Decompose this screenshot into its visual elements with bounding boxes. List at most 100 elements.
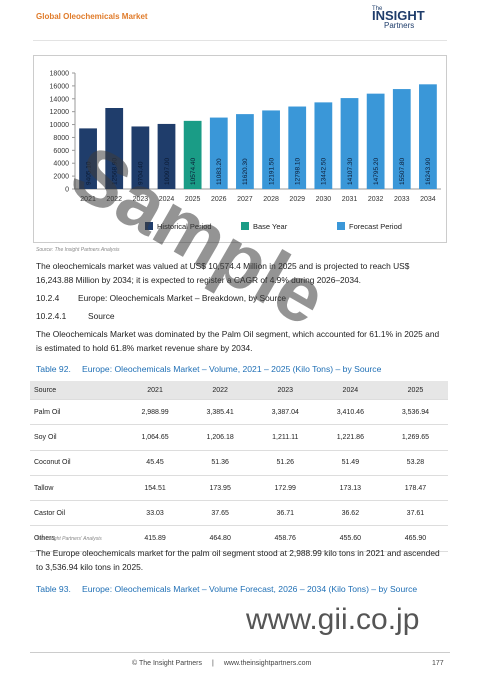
table-cell: 53.28 <box>382 450 448 476</box>
table-cell: 173.13 <box>317 475 383 502</box>
table-row: Castor Oil 33.03 37.65 36.71 36.62 37.61 <box>30 500 448 527</box>
table-cell: 37.65 <box>187 500 253 527</box>
table-cell: 458.76 <box>252 525 318 552</box>
x-tick-label: 2030 <box>316 196 332 203</box>
table-cell: 2023 <box>252 381 318 400</box>
table-cell: 3,410.46 <box>317 399 383 426</box>
logo-top: The <box>372 6 383 12</box>
table-cell: Tallow <box>30 475 123 502</box>
table-cell: 154.51 <box>122 475 188 502</box>
table-number: Table 93. <box>36 584 71 594</box>
value-label: 14107.30 <box>347 158 354 185</box>
table-cell: 464.80 <box>187 525 253 552</box>
table-cell: 415.89 <box>122 525 188 552</box>
table-caption: Europe: Oleochemicals Market – Volume Fo… <box>82 584 418 594</box>
bar <box>288 106 307 189</box>
footer-rule <box>30 652 450 653</box>
table-cell: 1,064.65 <box>122 424 188 451</box>
value-label: 14795.20 <box>373 158 380 185</box>
table-cell: 2021 <box>122 381 188 400</box>
table-cell: Others <box>30 525 123 552</box>
table-cell: 2025 <box>382 381 448 400</box>
footer-copyright: © The Insight Partners <box>132 660 203 667</box>
table-row: Source 2021 2022 2023 2024 2025 <box>30 381 448 400</box>
legend-swatch <box>145 222 153 230</box>
logo-bottom: Partners <box>384 21 415 30</box>
table-cell: 2024 <box>317 381 383 400</box>
table-cell: 3,385.41 <box>187 399 253 426</box>
value-label: 11620.30 <box>242 158 249 185</box>
y-tick-label: 4000 <box>53 161 69 168</box>
section-title: Europe: Oleochemicals Market – Breakdown… <box>78 293 287 303</box>
y-tick-label: 0 <box>65 187 69 194</box>
subsection-number: 10.2.4.1 <box>36 311 67 321</box>
x-tick-label: 2029 <box>289 196 305 203</box>
y-tick-label: 8000 <box>53 135 69 142</box>
bar <box>79 128 97 189</box>
watermark-site: www.gii.co.jp <box>246 603 420 636</box>
paragraph: The oleochemicals market was valued at U… <box>36 261 410 285</box>
footer-separator: | <box>212 660 214 667</box>
table-cell: 36.62 <box>317 500 383 527</box>
x-tick-label: 2026 <box>211 196 227 203</box>
table-cell: 3,387.04 <box>252 399 318 426</box>
bar <box>236 114 254 189</box>
value-label: 10574.40 <box>190 158 197 185</box>
y-tick-label: 2000 <box>53 174 69 181</box>
bar <box>105 108 124 189</box>
x-tick-label: 2023 <box>133 196 149 203</box>
value-label: 13442.50 <box>321 158 328 185</box>
bar <box>392 89 411 189</box>
paragraph: The Europe oleochemicals market for the … <box>36 548 440 572</box>
y-tick-label: 14000 <box>50 96 70 103</box>
table-cell: 3,536.94 <box>382 399 448 426</box>
table-row: Soy Oil 1,064.65 1,206.18 1,211.11 1,221.86 1… <box>30 424 448 451</box>
value-label: 12191.50 <box>268 158 275 185</box>
x-tick-label: 2028 <box>263 196 279 203</box>
table-cell: Castor Oil <box>30 500 123 527</box>
logo-main: INSIGHT <box>372 8 425 23</box>
table-number: Table 92. <box>36 364 71 374</box>
x-tick-label: 2021 <box>80 196 96 203</box>
bar <box>262 110 280 189</box>
table-cell: 2,988.99 <box>122 399 188 426</box>
y-tick-label: 6000 <box>53 148 69 155</box>
table-cell: Coconut Oil <box>30 450 123 476</box>
table-cell: 1,221.86 <box>317 424 383 451</box>
x-tick-label: 2025 <box>185 196 201 203</box>
table-cell: 33.03 <box>122 500 188 527</box>
table-cell: 2022 <box>187 381 253 400</box>
table-cell: 178.47 <box>382 475 448 502</box>
value-label: 9704.40 <box>138 161 145 185</box>
paragraph: The Oleochemicals Market was dominated b… <box>36 329 440 353</box>
table-cell: 465.90 <box>382 525 448 552</box>
x-tick-label: 2031 <box>342 196 358 203</box>
value-label: 10097.00 <box>164 158 171 185</box>
bar <box>209 117 228 189</box>
subsection-title: Source <box>88 311 115 321</box>
x-tick-label: 2027 <box>237 196 253 203</box>
legend-swatch <box>241 222 249 230</box>
x-tick-label: 2024 <box>159 196 175 203</box>
logo: The INSIGHT Partners <box>372 6 452 30</box>
legend-label: Base Year <box>253 222 288 231</box>
table-cell: Palm Oil <box>30 399 123 426</box>
value-label: 12798.10 <box>295 158 302 185</box>
legend-label: Forecast Period <box>349 222 402 231</box>
footer: © The Insight Partners | www.theinsightp… <box>132 660 311 667</box>
table-cell: Source <box>30 381 123 400</box>
table-cell: 51.26 <box>252 450 318 476</box>
table-cell: 51.49 <box>317 450 383 476</box>
header-rule <box>33 40 447 41</box>
table-cell: 45.45 <box>122 450 188 476</box>
x-tick-label: 2032 <box>368 196 384 203</box>
table-cell: 1,211.11 <box>252 424 318 451</box>
y-tick-label: 10000 <box>50 122 70 129</box>
table-row: Tallow 154.51 173.95 172.99 173.13 178.47 <box>30 475 448 502</box>
table-cell: 173.95 <box>187 475 253 502</box>
table-cell: Soy Oil <box>30 424 123 451</box>
table-cell: 1,206.18 <box>187 424 253 451</box>
x-tick-label: 2022 <box>106 196 122 203</box>
bar <box>314 102 333 189</box>
